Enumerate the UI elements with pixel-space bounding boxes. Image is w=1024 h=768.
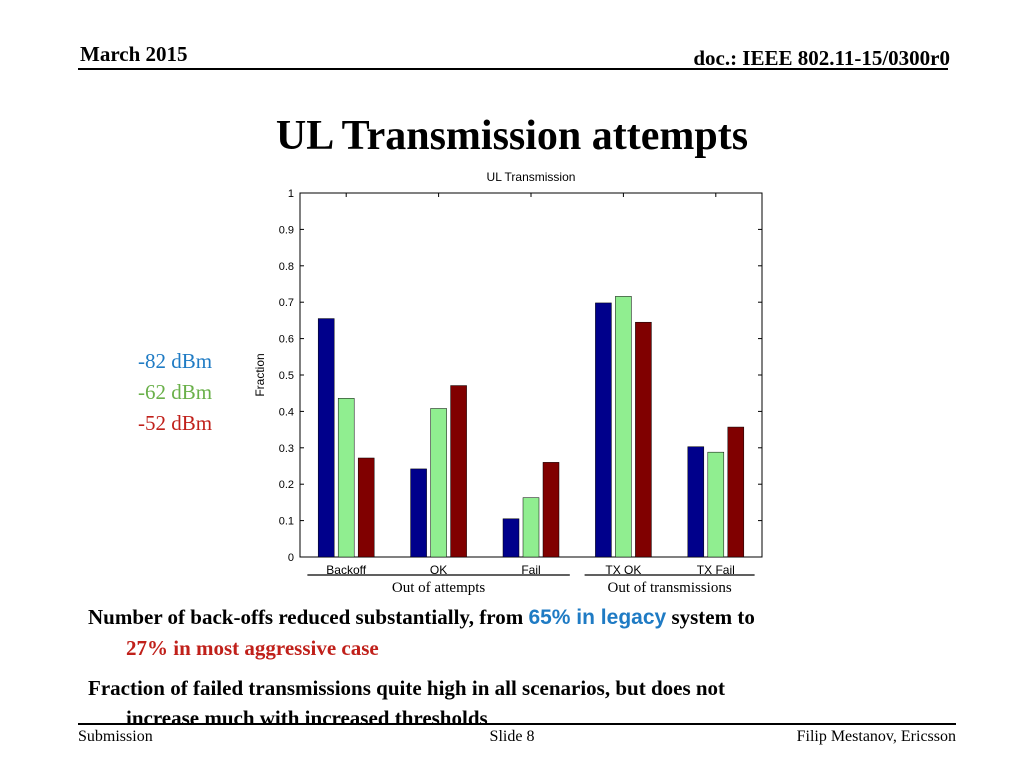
bar-s0-tx-ok	[595, 302, 612, 558]
x-tick-label: TX OK	[605, 563, 641, 577]
bar-s1-tx-fail	[707, 451, 725, 558]
bar-s2-tx-fail	[727, 426, 745, 558]
footer-submission: Submission	[78, 728, 153, 745]
y-tick-label: 0.9	[279, 224, 294, 236]
y-tick-label: 0.1	[279, 516, 294, 528]
bar-s1-tx-ok	[615, 296, 632, 558]
bar-s2-backoff	[357, 457, 375, 558]
group-label: Out of transmissions	[608, 580, 732, 596]
header-doc-id: doc.: IEEE 802.11-15/0300r0	[693, 46, 950, 70]
legend: -82 dBm -62 dBm -52 dBm	[138, 346, 212, 439]
bullet-list: Number of back-offs reduced substantiall…	[88, 602, 968, 743]
footer-author: Filip Mestanov, Ericsson	[796, 728, 956, 745]
y-tick-label: 0.5	[279, 370, 294, 382]
x-tick-label: TX Fail	[697, 563, 735, 577]
y-tick-label: 0.6	[279, 334, 294, 346]
legend-item-52: -52 dBm	[138, 411, 213, 435]
header-rule	[78, 68, 948, 70]
bar-s1-fail	[522, 497, 540, 558]
bar-s2-ok	[450, 385, 467, 558]
bullet-backoffs: Number of back-offs reduced substantiall…	[88, 602, 968, 663]
bar-s0-backoff	[317, 318, 335, 558]
x-tick-label: OK	[430, 563, 447, 577]
y-tick-label: 0.2	[279, 479, 294, 491]
group-label: Out of attempts	[392, 580, 485, 596]
bullet-2-line-1: Fraction of failed transmissions quite h…	[88, 676, 726, 700]
bar-s1-backoff	[337, 398, 355, 558]
y-tick-label: 0	[288, 552, 294, 564]
bar-s0-fail	[502, 518, 520, 558]
slide-title: UL Transmission attempts	[275, 113, 749, 159]
legend-item-82: -82 dBm	[138, 349, 213, 373]
bar-s1-ok	[430, 408, 447, 558]
x-tick-label: Backoff	[326, 563, 366, 577]
bullet-failed-transmissions: Fraction of failed transmissions quite h…	[88, 673, 968, 733]
bar-s0-ok	[410, 468, 427, 558]
y-tick-label: 1	[288, 188, 294, 200]
bar-chart: UL Transmission Fraction 0 0.1 0.2 0.3 0.4 0.5 0…	[253, 170, 763, 596]
y-tick-label: 0.7	[279, 297, 294, 309]
bar-s2-fail	[542, 462, 560, 558]
footer-rule	[78, 723, 956, 725]
bar-s0-tx-fail	[687, 446, 705, 558]
legend-item-62: -62 dBm	[138, 380, 213, 404]
bullet-1-highlight: 65% in legacy	[528, 606, 667, 629]
x-tick-label: Fail	[521, 563, 540, 577]
y-tick-label: 0.4	[279, 406, 294, 418]
header-date: March 2015	[80, 42, 188, 66]
bar-s2-tx-ok	[635, 321, 652, 558]
bullet-1-continuation: 27% in most aggressive case	[126, 636, 379, 660]
bullet-1-prefix: Number of back-offs reduced substantiall…	[88, 605, 529, 629]
y-tick-label: 0.3	[279, 443, 294, 455]
bullet-1-suffix: system to	[666, 605, 755, 629]
y-tick-label: 0.8	[279, 261, 294, 273]
bullet-2-line-2: increase much with increased thresholds	[126, 706, 488, 730]
footer-slide-number: Slide 8	[489, 728, 535, 745]
chart-title: UL Transmission	[487, 170, 576, 184]
y-axis-label: Fraction	[253, 353, 267, 396]
